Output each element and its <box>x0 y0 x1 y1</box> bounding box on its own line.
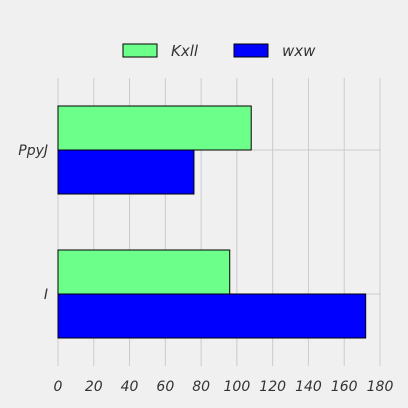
category-label: PpyJ <box>18 143 48 159</box>
x-tick-label: 120 <box>259 379 286 395</box>
legend-swatch <box>233 43 269 58</box>
y-axis-categories: PpyJ I <box>18 143 48 303</box>
legend: Kxll wxw <box>122 42 316 60</box>
bar-wxw-1 <box>57 293 367 339</box>
x-axis-ticks: 0 20 40 60 80 100 120 140 160 180 <box>54 379 394 395</box>
category-label: I <box>44 287 48 303</box>
x-tick-label: 160 <box>331 379 358 395</box>
x-tick-label: 180 <box>367 379 394 395</box>
bars <box>57 105 367 339</box>
legend-label: wxw <box>282 42 316 60</box>
x-tick-label: 20 <box>85 379 103 395</box>
x-tick-label: 140 <box>295 379 322 395</box>
legend-label: Kxll <box>171 42 199 60</box>
bar-kxll-0 <box>57 105 252 151</box>
bar-kxll-1 <box>57 249 231 295</box>
legend-swatch <box>122 43 158 58</box>
x-tick-label: 80 <box>192 379 210 395</box>
x-tick-label: 60 <box>156 379 174 395</box>
x-tick-label: 40 <box>121 379 139 395</box>
x-tick-label: 100 <box>224 379 251 395</box>
x-tick-label: 0 <box>54 379 63 395</box>
bar-wxw-0 <box>57 149 195 195</box>
